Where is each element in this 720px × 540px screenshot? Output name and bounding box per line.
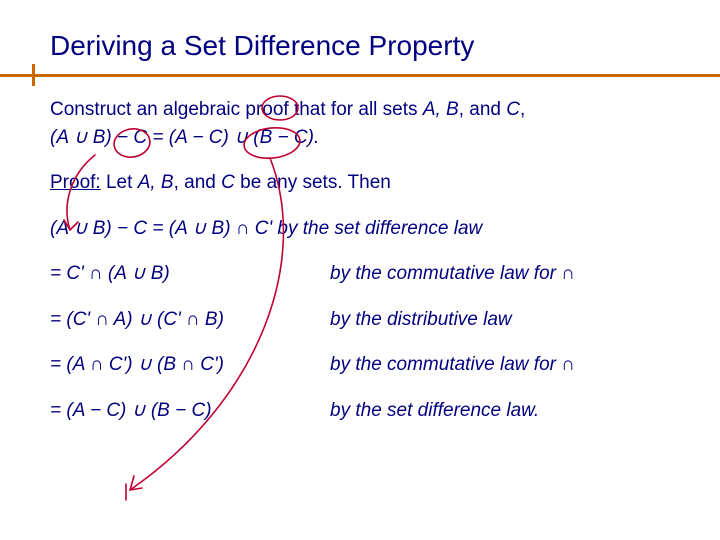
proof-step-4: = (A ∩ C') ∪ (B ∩ C') by the commutative…	[50, 351, 670, 379]
proof-step-5: = (A − C) ∪ (B − C) by the set differenc…	[50, 397, 670, 425]
intro-set-c: C	[506, 99, 520, 120]
title-tick	[32, 64, 35, 86]
intro-sets-ab: A, B	[423, 99, 459, 120]
intro-text-1b: , and	[459, 99, 507, 120]
step-expression: = (A − C) ∪ (B − C)	[50, 397, 330, 425]
proof-step-2: = C' ∩ (A ∪ B) by the commutative law fo…	[50, 260, 670, 288]
proof-text-2: , and	[174, 172, 222, 193]
proof-text-3: be any sets. Then	[235, 172, 391, 193]
proof-intro: Proof: Let A, B, and C be any sets. Then	[50, 169, 670, 197]
step-justification: by the distributive law	[330, 306, 670, 334]
step-expression: = C' ∩ (A ∪ B)	[50, 260, 330, 288]
step-justification: by the commutative law for ∩	[330, 351, 670, 379]
proof-label: Proof:	[50, 172, 101, 193]
step-justification: by the commutative law for ∩	[330, 260, 670, 288]
intro-text-1: Construct an algebraic proof that for al…	[50, 99, 423, 120]
proof-step-1: (A ∪ B) − C = (A ∪ B) ∩ C' by the set di…	[50, 215, 670, 243]
proof-sets-ab: A, B	[138, 172, 174, 193]
proof-step-3: = (C' ∩ A) ∪ (C' ∩ B) by the distributiv…	[50, 306, 670, 334]
proof-text-1: Let	[101, 172, 138, 193]
title-rule	[0, 74, 720, 77]
step-expression: = (C' ∩ A) ∪ (C' ∩ B)	[50, 306, 330, 334]
intro-equation: (A ∪ B) − C = (A − C) ∪ (B − C).	[50, 127, 319, 148]
slide: Deriving a Set Difference Property Const…	[0, 0, 720, 540]
intro-paragraph: Construct an algebraic proof that for al…	[50, 96, 670, 151]
proof-set-c: C	[221, 172, 235, 193]
page-title: Deriving a Set Difference Property	[50, 30, 670, 64]
content-area: Construct an algebraic proof that for al…	[50, 96, 670, 424]
intro-text-1c: ,	[520, 99, 525, 120]
step-expression: = (A ∩ C') ∪ (B ∩ C')	[50, 351, 330, 379]
step-justification: by the set difference law.	[330, 397, 670, 425]
